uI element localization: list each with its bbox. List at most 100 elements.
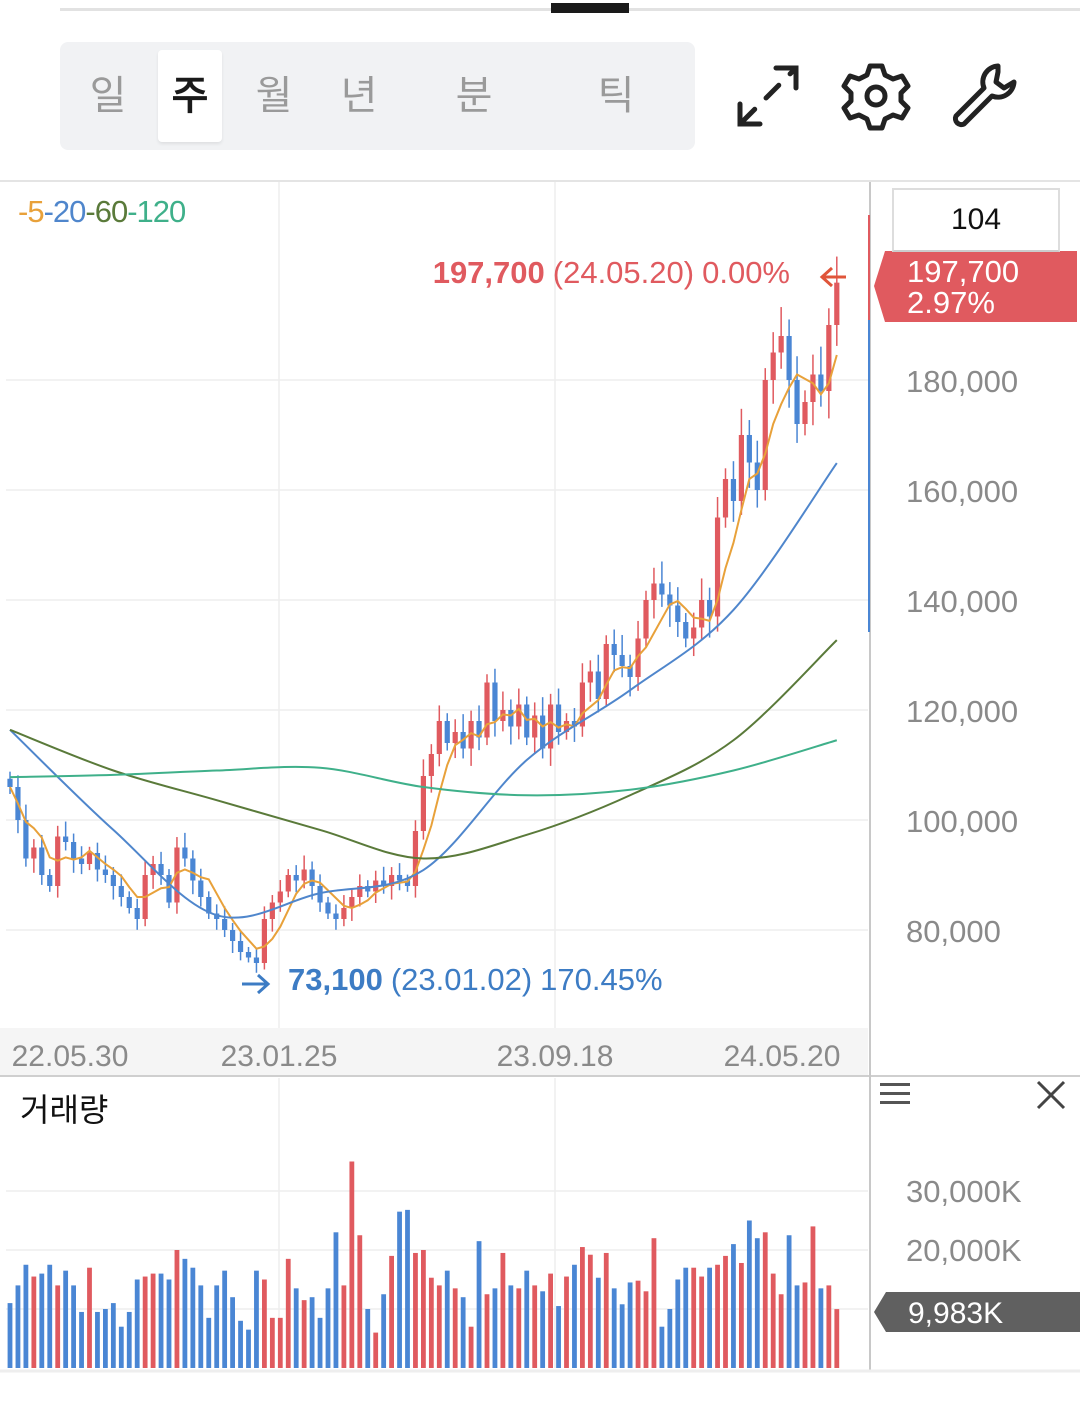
volume-bar[interactable] — [770, 1273, 776, 1368]
volume-bar[interactable] — [500, 1252, 506, 1368]
candle[interactable] — [63, 821, 69, 851]
candle[interactable] — [691, 612, 697, 657]
candle[interactable] — [261, 906, 267, 970]
volume-bar[interactable] — [174, 1250, 180, 1368]
volume-bar[interactable] — [238, 1320, 243, 1368]
volume-bar[interactable] — [246, 1329, 251, 1368]
candle[interactable] — [643, 590, 649, 648]
volume-bar[interactable] — [389, 1255, 394, 1368]
candle[interactable] — [834, 256, 840, 346]
volume-bar[interactable] — [269, 1317, 275, 1368]
candle[interactable] — [500, 691, 506, 732]
volume-bar[interactable] — [587, 1254, 593, 1368]
volume-bar[interactable] — [198, 1285, 204, 1368]
volume-bar[interactable] — [262, 1279, 267, 1369]
volume-bar[interactable] — [484, 1294, 490, 1368]
candle[interactable] — [444, 713, 450, 751]
candle[interactable] — [269, 895, 275, 932]
candle[interactable] — [325, 896, 331, 919]
volume-bar[interactable] — [23, 1264, 29, 1368]
candle[interactable] — [683, 613, 689, 648]
candle[interactable] — [452, 719, 458, 759]
candle[interactable] — [714, 497, 721, 632]
candle[interactable] — [675, 587, 681, 637]
candle[interactable] — [206, 891, 212, 919]
volume-bar[interactable] — [603, 1252, 609, 1368]
candle[interactable] — [142, 861, 148, 927]
candle[interactable] — [516, 688, 522, 740]
volume-bar[interactable] — [492, 1288, 498, 1368]
volume-bar[interactable] — [746, 1220, 752, 1369]
volume-bar[interactable] — [285, 1258, 291, 1368]
candle[interactable] — [818, 346, 824, 407]
volume-bar[interactable] — [778, 1294, 784, 1368]
volume-bar[interactable] — [627, 1282, 633, 1368]
candle[interactable] — [47, 869, 53, 892]
volume-bar[interactable] — [190, 1267, 196, 1368]
candle[interactable] — [182, 832, 188, 867]
volume-bar[interactable] — [118, 1326, 124, 1368]
volume-bar[interactable] — [413, 1252, 418, 1368]
volume-bar[interactable] — [150, 1273, 156, 1368]
candle[interactable] — [603, 635, 609, 708]
candle[interactable] — [230, 922, 236, 954]
volume-bar[interactable] — [834, 1309, 840, 1368]
volume-bar[interactable] — [333, 1232, 339, 1368]
period-tab-tick[interactable]: 틱 — [597, 73, 635, 119]
candle[interactable] — [39, 834, 45, 885]
volume-bar[interactable] — [548, 1273, 553, 1368]
volume-bar[interactable] — [254, 1270, 259, 1368]
volume-bar[interactable] — [524, 1270, 530, 1368]
volume-bar[interactable] — [428, 1277, 434, 1368]
candle[interactable] — [587, 660, 593, 702]
period-tab-month[interactable]: 월 — [255, 73, 293, 119]
candle[interactable] — [810, 354, 816, 426]
period-tab-year[interactable]: 년 — [340, 73, 378, 119]
candle[interactable] — [7, 771, 13, 794]
volume-bar[interactable] — [699, 1276, 705, 1368]
volume-bar[interactable] — [508, 1285, 514, 1368]
volume-bar[interactable] — [7, 1303, 13, 1368]
volume-bar[interactable] — [71, 1285, 76, 1368]
volume-bar[interactable] — [532, 1285, 538, 1368]
volume-bar[interactable] — [723, 1255, 728, 1368]
volume-bar[interactable] — [794, 1285, 800, 1368]
volume-bar[interactable] — [762, 1232, 768, 1368]
candle[interactable] — [770, 332, 776, 404]
volume-bar[interactable] — [826, 1285, 832, 1368]
volume-bar[interactable] — [142, 1276, 148, 1368]
candle[interactable] — [484, 674, 490, 746]
volume-bar[interactable] — [611, 1288, 617, 1368]
candle[interactable] — [341, 895, 347, 927]
candle[interactable] — [492, 668, 498, 737]
candle[interactable] — [150, 855, 156, 889]
candle[interactable] — [460, 714, 466, 759]
candle[interactable] — [126, 891, 132, 914]
volume-bar[interactable] — [95, 1311, 100, 1368]
volume-bar[interactable] — [731, 1244, 736, 1368]
volume-bar[interactable] — [182, 1258, 188, 1368]
candle[interactable] — [468, 710, 474, 766]
candle[interactable] — [333, 904, 339, 930]
volume-bar[interactable] — [47, 1264, 53, 1368]
volume-bar[interactable] — [397, 1211, 402, 1368]
candle[interactable] — [285, 869, 291, 898]
candle[interactable] — [245, 946, 252, 963]
candle[interactable] — [738, 408, 744, 515]
candle[interactable] — [94, 842, 101, 882]
candle[interactable] — [396, 863, 403, 891]
volume-bar[interactable] — [635, 1280, 641, 1368]
volume-bar[interactable] — [643, 1291, 649, 1368]
volume-bar[interactable] — [595, 1277, 601, 1368]
volume-bar[interactable] — [810, 1226, 816, 1368]
candle[interactable] — [357, 874, 363, 907]
candle[interactable] — [611, 629, 617, 673]
candle[interactable] — [659, 561, 665, 607]
volume-bar[interactable] — [301, 1300, 307, 1368]
volume-bar[interactable] — [564, 1276, 569, 1368]
volume-bar[interactable] — [691, 1267, 697, 1368]
candle[interactable] — [762, 368, 768, 501]
candle[interactable] — [778, 307, 784, 369]
candle[interactable] — [563, 713, 570, 740]
